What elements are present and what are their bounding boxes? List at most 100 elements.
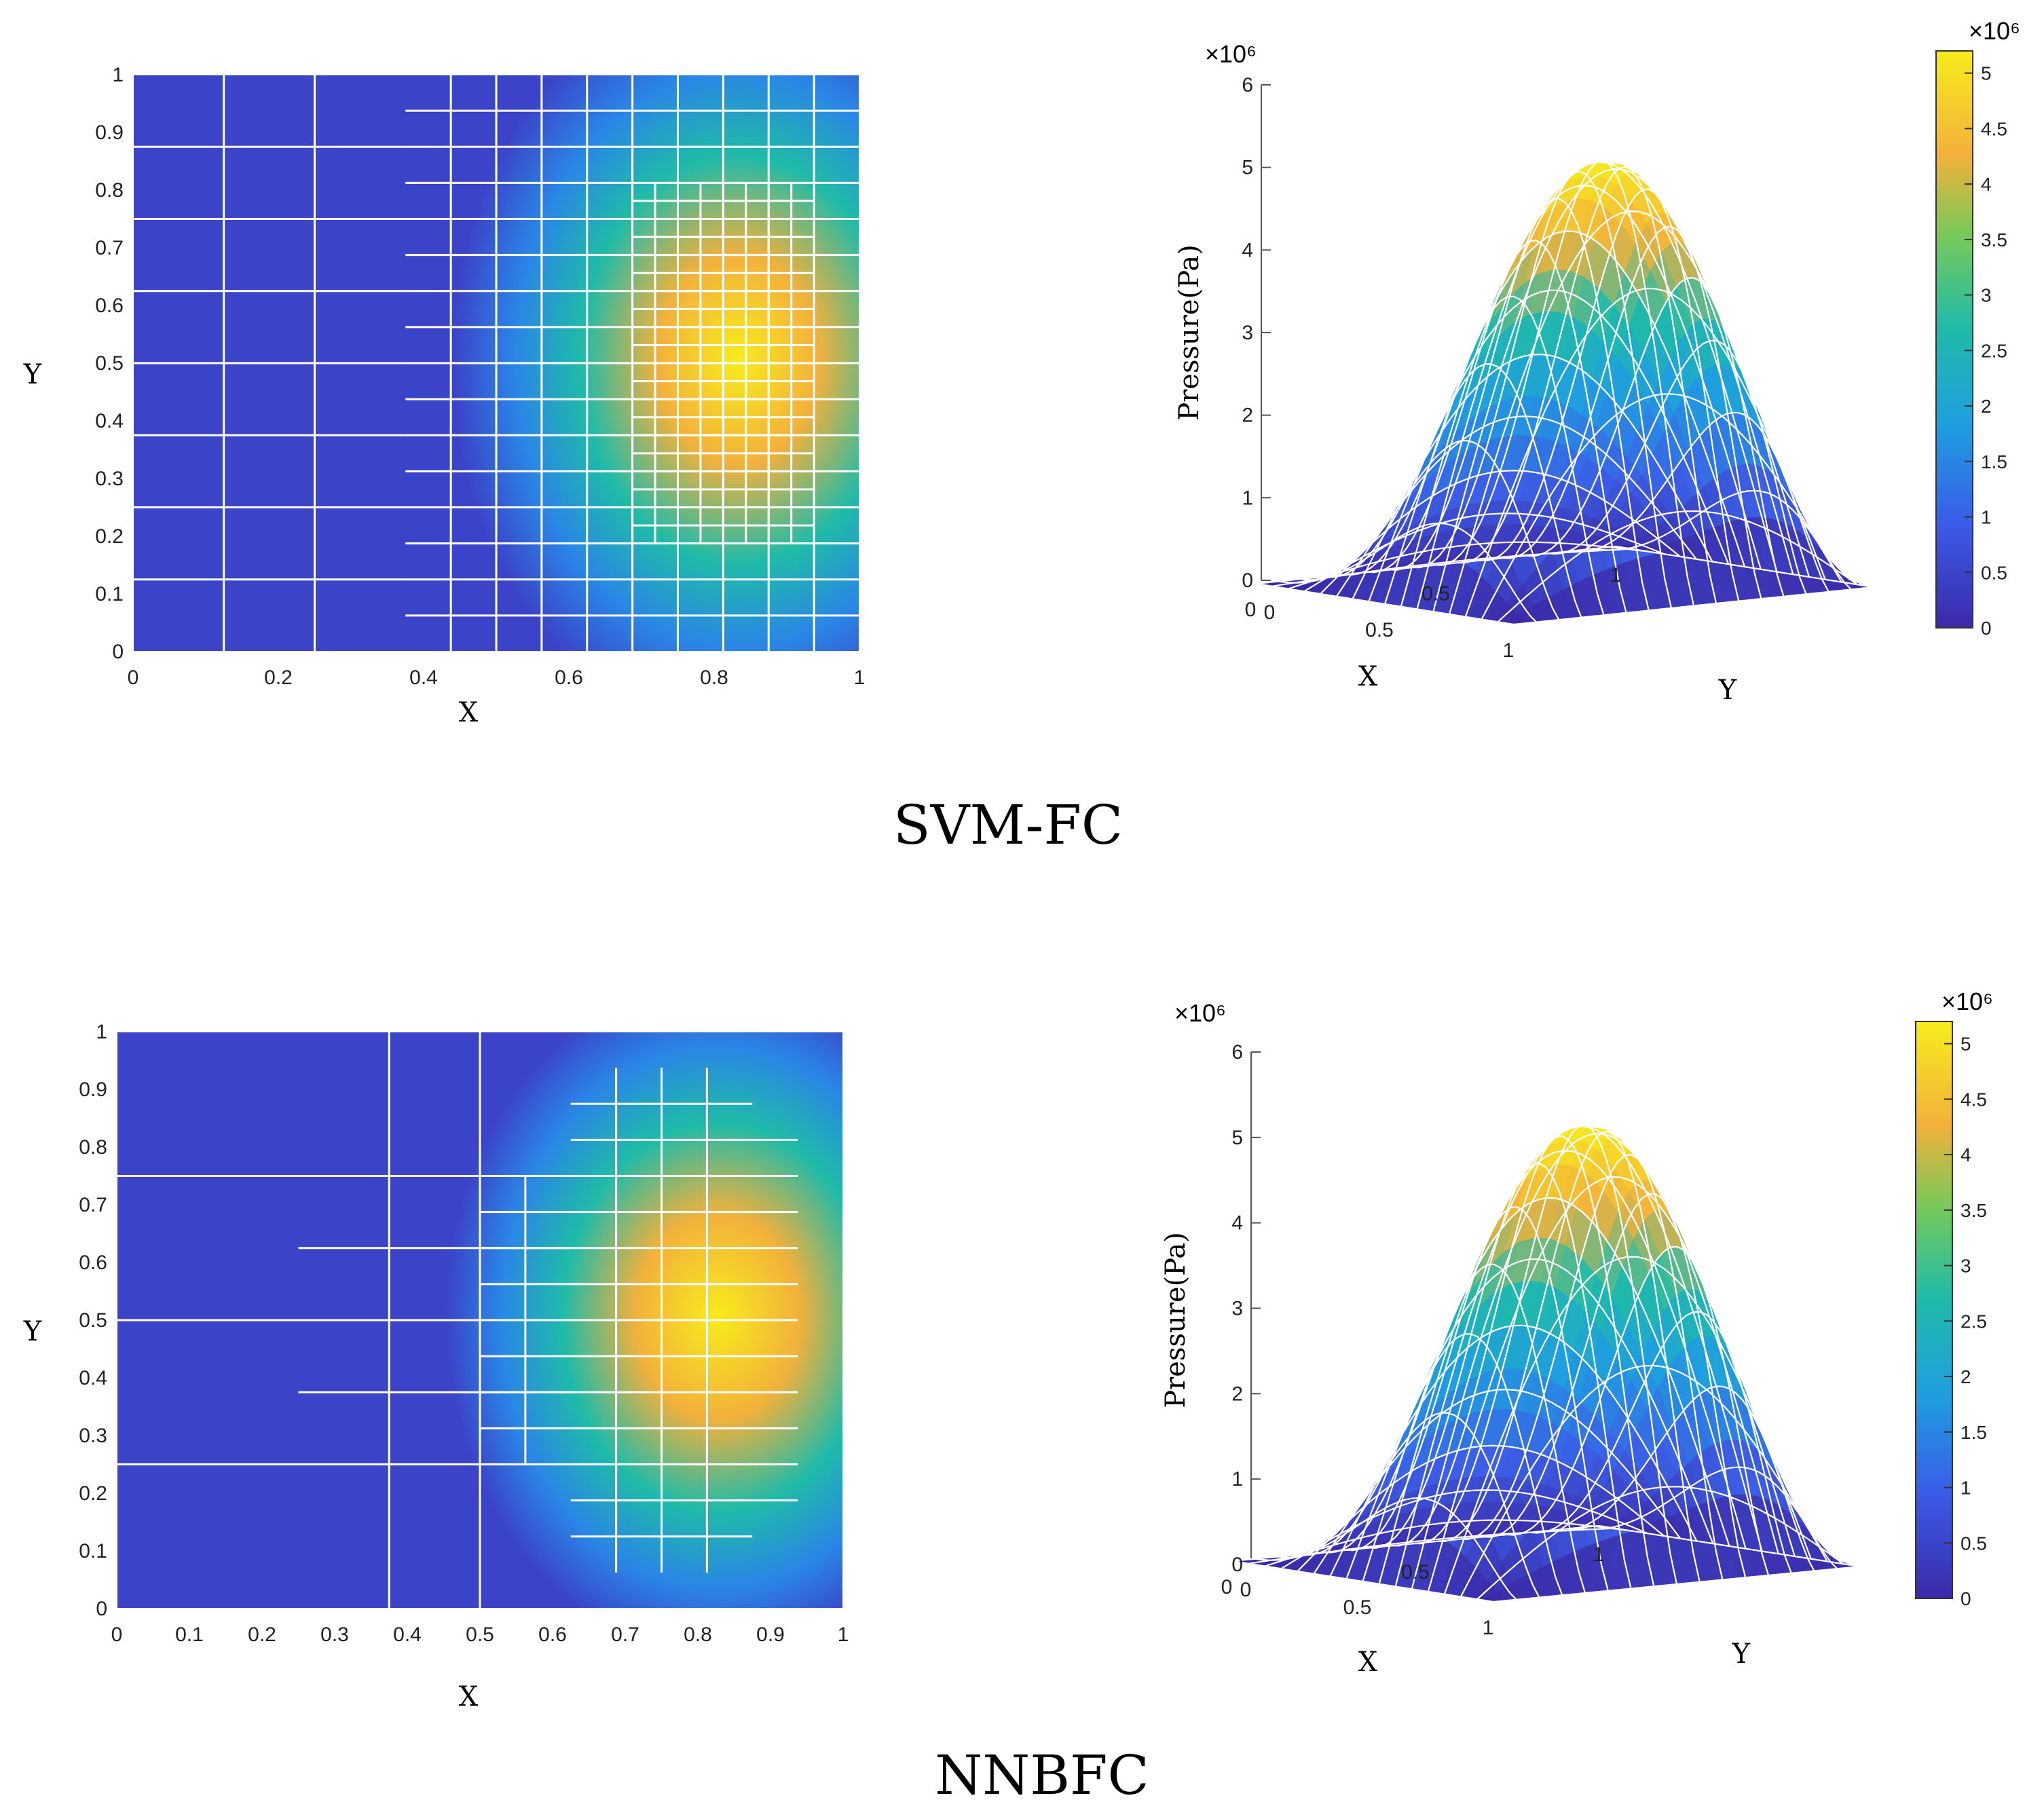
pressure-surface: [1255, 84, 1874, 626]
mesh-x-tick-label: 0.9: [756, 1624, 785, 1646]
mesh-x-tick-label: 0.3: [320, 1624, 349, 1646]
mesh-y-tick-label: 0.1: [79, 1540, 107, 1562]
mesh-x-tick-label: 0.7: [611, 1624, 639, 1646]
colorbar-tick-label: 2.5: [1961, 1311, 1987, 1332]
mesh-x-axis-label: X: [459, 697, 479, 728]
panel-caption-nnbfc: NNBFC: [935, 1744, 1149, 1807]
surface-line: [1484, 1193, 1747, 1578]
mesh-y-tick-label: 0.5: [95, 352, 124, 375]
pressure-surface: [1231, 1051, 1861, 1603]
surface-z-tick-label: 1: [1242, 487, 1253, 509]
surface-line: [1323, 1263, 1586, 1594]
surface-y-tick-label: 1: [1593, 1543, 1605, 1566]
surface-line: [1615, 545, 1874, 588]
surface-y-tick-label: 1: [1610, 564, 1622, 586]
surface-line: [1570, 411, 1829, 593]
surface-line: [1368, 240, 1627, 614]
surface-line: [1301, 1333, 1563, 1596]
surface-line: [1345, 295, 1605, 616]
mesh-x-tick-label: 0.2: [248, 1624, 276, 1646]
surface-z-tick-label: 0: [1242, 569, 1253, 592]
surface-y-tick-label: 0: [1264, 601, 1276, 624]
mesh-y-tick-label: 0.7: [95, 237, 124, 259]
surface-z-tick-label: 2: [1231, 1383, 1243, 1405]
mesh-grid-lines: [133, 75, 859, 652]
surface-line: [1231, 1560, 1494, 1603]
mesh-y-tick-label: 1: [96, 1021, 107, 1043]
svmfc-mesh-plot: 0 0.2 0.4 0.6 0.8 1 0 0.1 0.2 0.3 0.4 0.5 0.6 0.7 0.8 0…: [23, 64, 866, 728]
surface-x-tick-label: 0: [1221, 1576, 1233, 1598]
mesh-y-tick-label: 0.2: [95, 525, 124, 548]
surface-z-tick-label: 1: [1231, 1468, 1243, 1490]
colorbar-tick-label: 0.5: [1961, 1533, 1987, 1554]
mesh-y-tick-label: 0: [112, 641, 124, 663]
surface-line: [1435, 160, 1695, 606]
surface-line: [1506, 1245, 1770, 1576]
surface-mesh-lines: [1231, 1124, 1861, 1603]
colorbar-tick-label: 1: [1961, 1478, 1971, 1499]
colorbar-tick-label: 4: [1981, 174, 1992, 195]
surface-line: [1576, 1466, 1838, 1570]
colorbar-multiplier: ×10⁶: [1941, 988, 1993, 1015]
mesh-x-tick-label: 0.8: [684, 1624, 712, 1646]
colorbar-bar: [1915, 1021, 1953, 1599]
mesh-x-tick-label: 0.5: [466, 1624, 494, 1646]
mesh-x-tick-label: 1: [854, 667, 866, 689]
surface-line: [1255, 582, 1515, 626]
surface-x-tick-label: 0.5: [1365, 619, 1394, 641]
mesh-x-tick-label: 0.6: [538, 1624, 567, 1646]
colorbar-tick-label: 2: [1981, 396, 1992, 417]
surface-z-axis-label: Pressure(Pa): [1160, 1232, 1191, 1408]
colorbar-tick-label: 2: [1961, 1366, 1971, 1387]
surface-line: [1392, 1135, 1655, 1587]
mesh-x-tick-label: 0.8: [700, 667, 728, 689]
colorbar-tick-label: 3.5: [1961, 1200, 1987, 1221]
colorbar-tick-label: 0: [1981, 618, 1992, 639]
mesh-y-tick-label: 0.9: [79, 1079, 107, 1101]
mesh-y-tick-label: 0.4: [95, 410, 124, 432]
colorbar-bar: [1935, 50, 1973, 629]
mesh-y-tick-label: 0.9: [95, 121, 124, 144]
surface-line: [1593, 489, 1852, 590]
colorbar-tick-label: 2.5: [1981, 340, 2007, 361]
surface-line: [1525, 277, 1785, 597]
colorbar-tick-label: 3.5: [1981, 229, 2007, 250]
colorbar-tick-label: 3: [1981, 285, 1992, 306]
surface-y-axis-label: Y: [1732, 1638, 1751, 1670]
surface-y-tick-label: 0.5: [1421, 583, 1450, 605]
surface-x-tick-label: 0.5: [1343, 1596, 1372, 1619]
colorbar-tick-label: 1.5: [1961, 1422, 1987, 1443]
mesh-x-tick-label: 0.1: [175, 1624, 204, 1646]
mesh-y-axis-label: Y: [23, 1316, 42, 1347]
surface-z-tick-label: 6: [1242, 74, 1253, 96]
surface-line: [1461, 1154, 1724, 1580]
colorbar-multiplier: ×10⁶: [1969, 17, 2020, 45]
surface-line: [1458, 166, 1717, 604]
surface-line: [1553, 1385, 1815, 1572]
colorbar-tick-labels: 0 0.5 1 1.5 2 2.5 3 3.5 4 4.5 5: [1944, 1034, 1987, 1609]
surface-line: [1390, 198, 1650, 611]
surface-line: [1323, 363, 1582, 618]
mesh-y-tick-label: 0.7: [79, 1194, 107, 1216]
surface-y-tick-label: 0.5: [1401, 1561, 1430, 1583]
mesh-y-tick-label: 0.2: [79, 1482, 107, 1505]
mesh-frame: [116, 1031, 844, 1609]
panel-caption-svmfc: SVM-FC: [893, 793, 1123, 857]
surface-y-axis-label: Y: [1718, 675, 1737, 706]
surface-z-axis-label: Pressure(Pa): [1174, 244, 1205, 421]
surface-line: [1413, 170, 1672, 609]
colorbar-tick-label: 4.5: [1961, 1089, 1987, 1110]
surface-z-multiplier: ×10⁶: [1205, 40, 1257, 68]
surface-mesh-lines: [1255, 160, 1874, 626]
surface-line: [1369, 1163, 1632, 1589]
colorbar-tick-label: 0.5: [1981, 562, 2007, 583]
surface-line: [1598, 1524, 1861, 1568]
surface-x-tick-label: 0: [1245, 599, 1257, 621]
colorbar-tick-label: 1: [1981, 507, 1992, 528]
surface-z-tick-label: 3: [1231, 1298, 1243, 1320]
mesh-x-tick-label: 0.4: [409, 667, 438, 689]
colorbar-tick-label: 5: [1961, 1034, 1971, 1055]
